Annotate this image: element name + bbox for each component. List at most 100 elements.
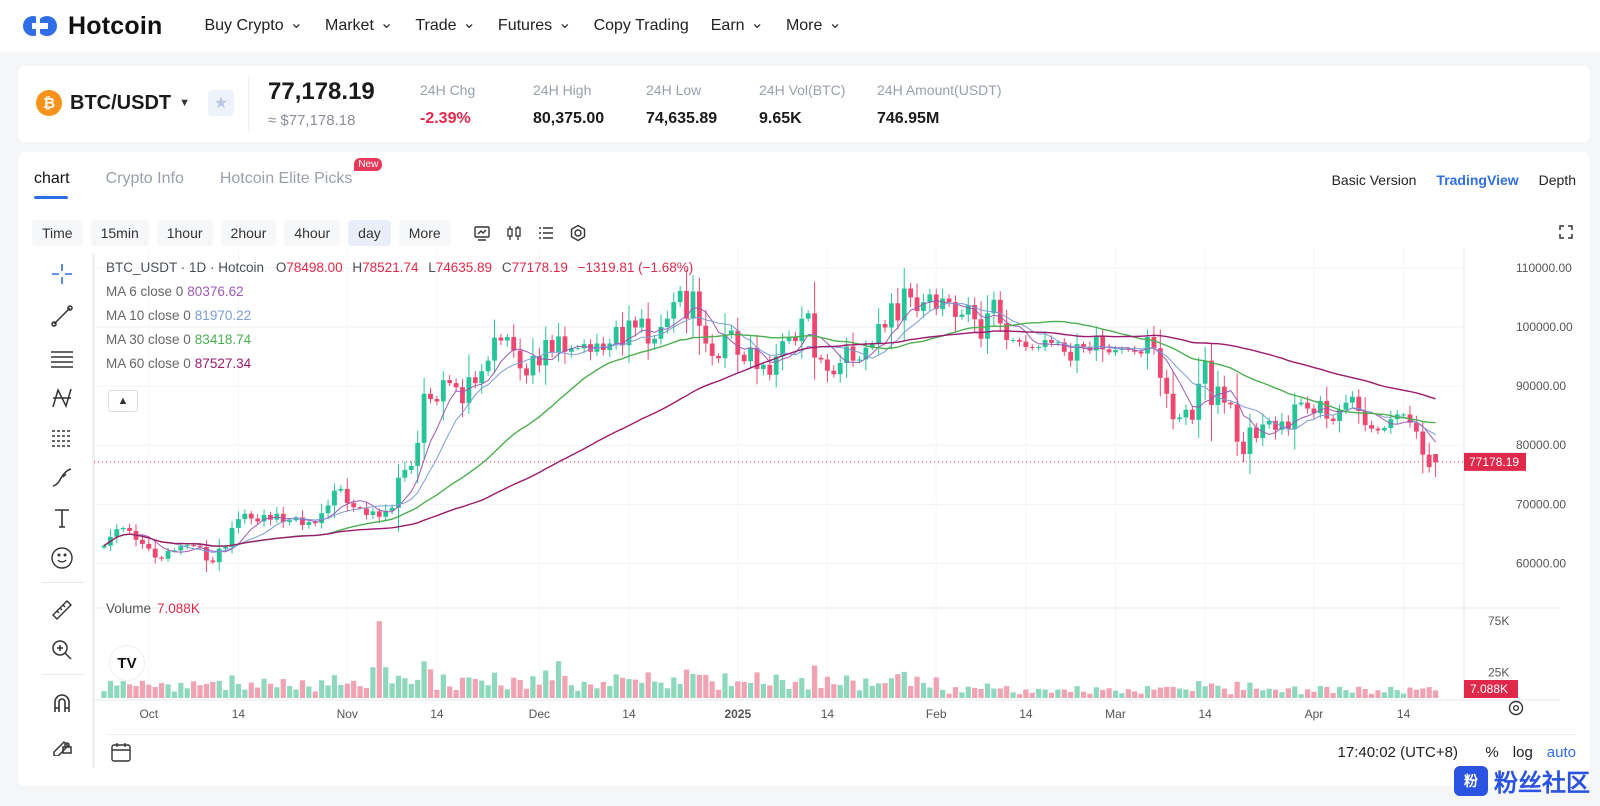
fullscreen-icon[interactable] [1558, 224, 1574, 240]
nav-item-futures[interactable]: Futures ⌄ [498, 15, 572, 35]
interval-day[interactable]: day [348, 220, 391, 246]
volume-bar [421, 661, 427, 698]
magnet-icon[interactable] [50, 692, 74, 716]
candle-body [1209, 360, 1214, 405]
auto-toggle[interactable]: auto [1546, 744, 1576, 761]
candle-body [613, 326, 619, 344]
interval-15min[interactable]: 15min [90, 220, 149, 246]
list-icon[interactable] [537, 224, 555, 242]
volume-bar [1132, 691, 1138, 698]
main-nav: Buy Crypto ⌄ Market ⌄ Trade ⌄ Futures ⌄ Copy Tra… [204, 15, 863, 35]
tab-chart[interactable]: chart [34, 170, 70, 199]
price-tick: 90000.00 [1516, 379, 1566, 393]
candle-body [332, 490, 337, 506]
log-toggle[interactable]: log [1512, 744, 1533, 761]
volume-bar [581, 681, 587, 698]
horizontal-lines-icon[interactable] [50, 346, 74, 370]
tab-crypto-info[interactable]: Crypto Info [106, 170, 184, 188]
candle-body [1017, 339, 1022, 342]
view-basic-version[interactable]: Basic Version [1331, 172, 1417, 188]
volume-bar [306, 686, 312, 698]
nav-item-more[interactable]: More ⌄ [786, 15, 842, 35]
candle-body [760, 364, 766, 369]
trend-line-icon[interactable] [50, 304, 74, 328]
time-tick: Feb [926, 707, 947, 721]
volume-bar [1272, 689, 1279, 698]
candle-body [1221, 386, 1227, 403]
fib-icon[interactable] [50, 426, 74, 450]
nav-item-buy-crypto[interactable]: Buy Crypto ⌄ [204, 15, 303, 35]
candle-body [799, 318, 805, 342]
candle-body [287, 520, 293, 523]
interval-time[interactable]: Time [32, 220, 83, 246]
brand-logo[interactable]: Hotcoin [22, 12, 162, 41]
percent-toggle[interactable]: % [1485, 744, 1499, 761]
interval-2hour[interactable]: 2hour [220, 220, 277, 246]
volume-bar [818, 688, 824, 698]
crosshair-icon[interactable] [50, 262, 74, 286]
favorite-star-icon[interactable]: ★ [208, 90, 234, 116]
indicators-icon[interactable] [473, 224, 491, 242]
volume-bar [472, 679, 478, 698]
candle-body [1234, 404, 1240, 442]
volume-bar [1317, 686, 1323, 698]
brush-icon[interactable] [50, 466, 74, 490]
interval-more[interactable]: More [398, 220, 451, 246]
view-tradingview[interactable]: TradingView [1436, 172, 1519, 188]
volume-bar [1304, 689, 1311, 698]
pattern-icon[interactable] [50, 386, 74, 410]
nav-label: Earn [710, 17, 745, 34]
volume-bar [1375, 690, 1381, 698]
candle-body [1087, 347, 1093, 351]
ticker-bar: ₿ BTC/USDT ▼ ★ 77,178.19 ≈ $77,178.18 24… [18, 66, 1590, 142]
volume-bar [440, 674, 446, 698]
time-tick: 14 [1198, 707, 1212, 721]
chart-settings-icon[interactable] [1508, 700, 1524, 716]
candle-body [735, 330, 741, 355]
volume-bar [280, 679, 286, 698]
volume-bar [747, 682, 754, 698]
nav-item-earn[interactable]: Earn ⌄ [710, 15, 764, 35]
tab-label: Hotcoin Elite Picks [219, 170, 353, 187]
candle-body [172, 550, 177, 552]
candle-body [229, 527, 235, 547]
candle-body [959, 314, 965, 317]
volume-bar [773, 674, 779, 698]
volume-bar [511, 677, 517, 698]
candle-body [652, 338, 657, 344]
legend-collapse-button[interactable]: ▲ [108, 390, 138, 412]
view-depth[interactable]: Depth [1538, 172, 1576, 188]
time-tick: 14 [622, 707, 636, 721]
candle-type-icon[interactable] [505, 224, 523, 242]
volume-bar [1183, 689, 1189, 698]
settings-icon[interactable] [569, 224, 587, 242]
emoji-icon[interactable] [50, 546, 74, 570]
interval-4hour[interactable]: 4hour [284, 220, 341, 246]
volume-bar [466, 677, 472, 698]
interval-1hour[interactable]: 1hour [156, 220, 213, 246]
ruler-icon[interactable] [50, 598, 74, 622]
text-icon[interactable] [50, 506, 74, 530]
candle-body [511, 336, 517, 351]
ma60-line [103, 330, 1436, 547]
zoom-in-icon[interactable] [50, 638, 74, 662]
nav-item-market[interactable]: Market ⌄ [325, 15, 393, 35]
tradingview-logo-icon[interactable]: TV [110, 646, 144, 680]
volume-bar [728, 685, 734, 698]
calendar-icon[interactable] [110, 741, 132, 763]
price-chart[interactable]: 110000.00 100000.00 90000.00 80000.00 70000.… [94, 248, 1574, 734]
volume-bar [696, 674, 702, 698]
candle-body [338, 488, 344, 491]
tab-hotcoin-elite-picks[interactable]: Hotcoin Elite Picks New [219, 158, 383, 188]
volume-bar [159, 683, 165, 698]
pair-selector[interactable]: ₿ BTC/USDT ▼ ★ [36, 90, 234, 116]
candle-body [415, 442, 421, 466]
nav-item-trade[interactable]: Trade ⌄ [415, 15, 476, 35]
nav-item-copy-trading[interactable]: Copy Trading [594, 17, 689, 35]
nav-label: Copy Trading [593, 17, 689, 34]
volume-bar [1112, 690, 1119, 698]
candle-body [632, 320, 638, 328]
volume-bar [1004, 686, 1010, 698]
volume-bar [703, 674, 709, 698]
lock-draw-icon[interactable] [50, 732, 74, 756]
